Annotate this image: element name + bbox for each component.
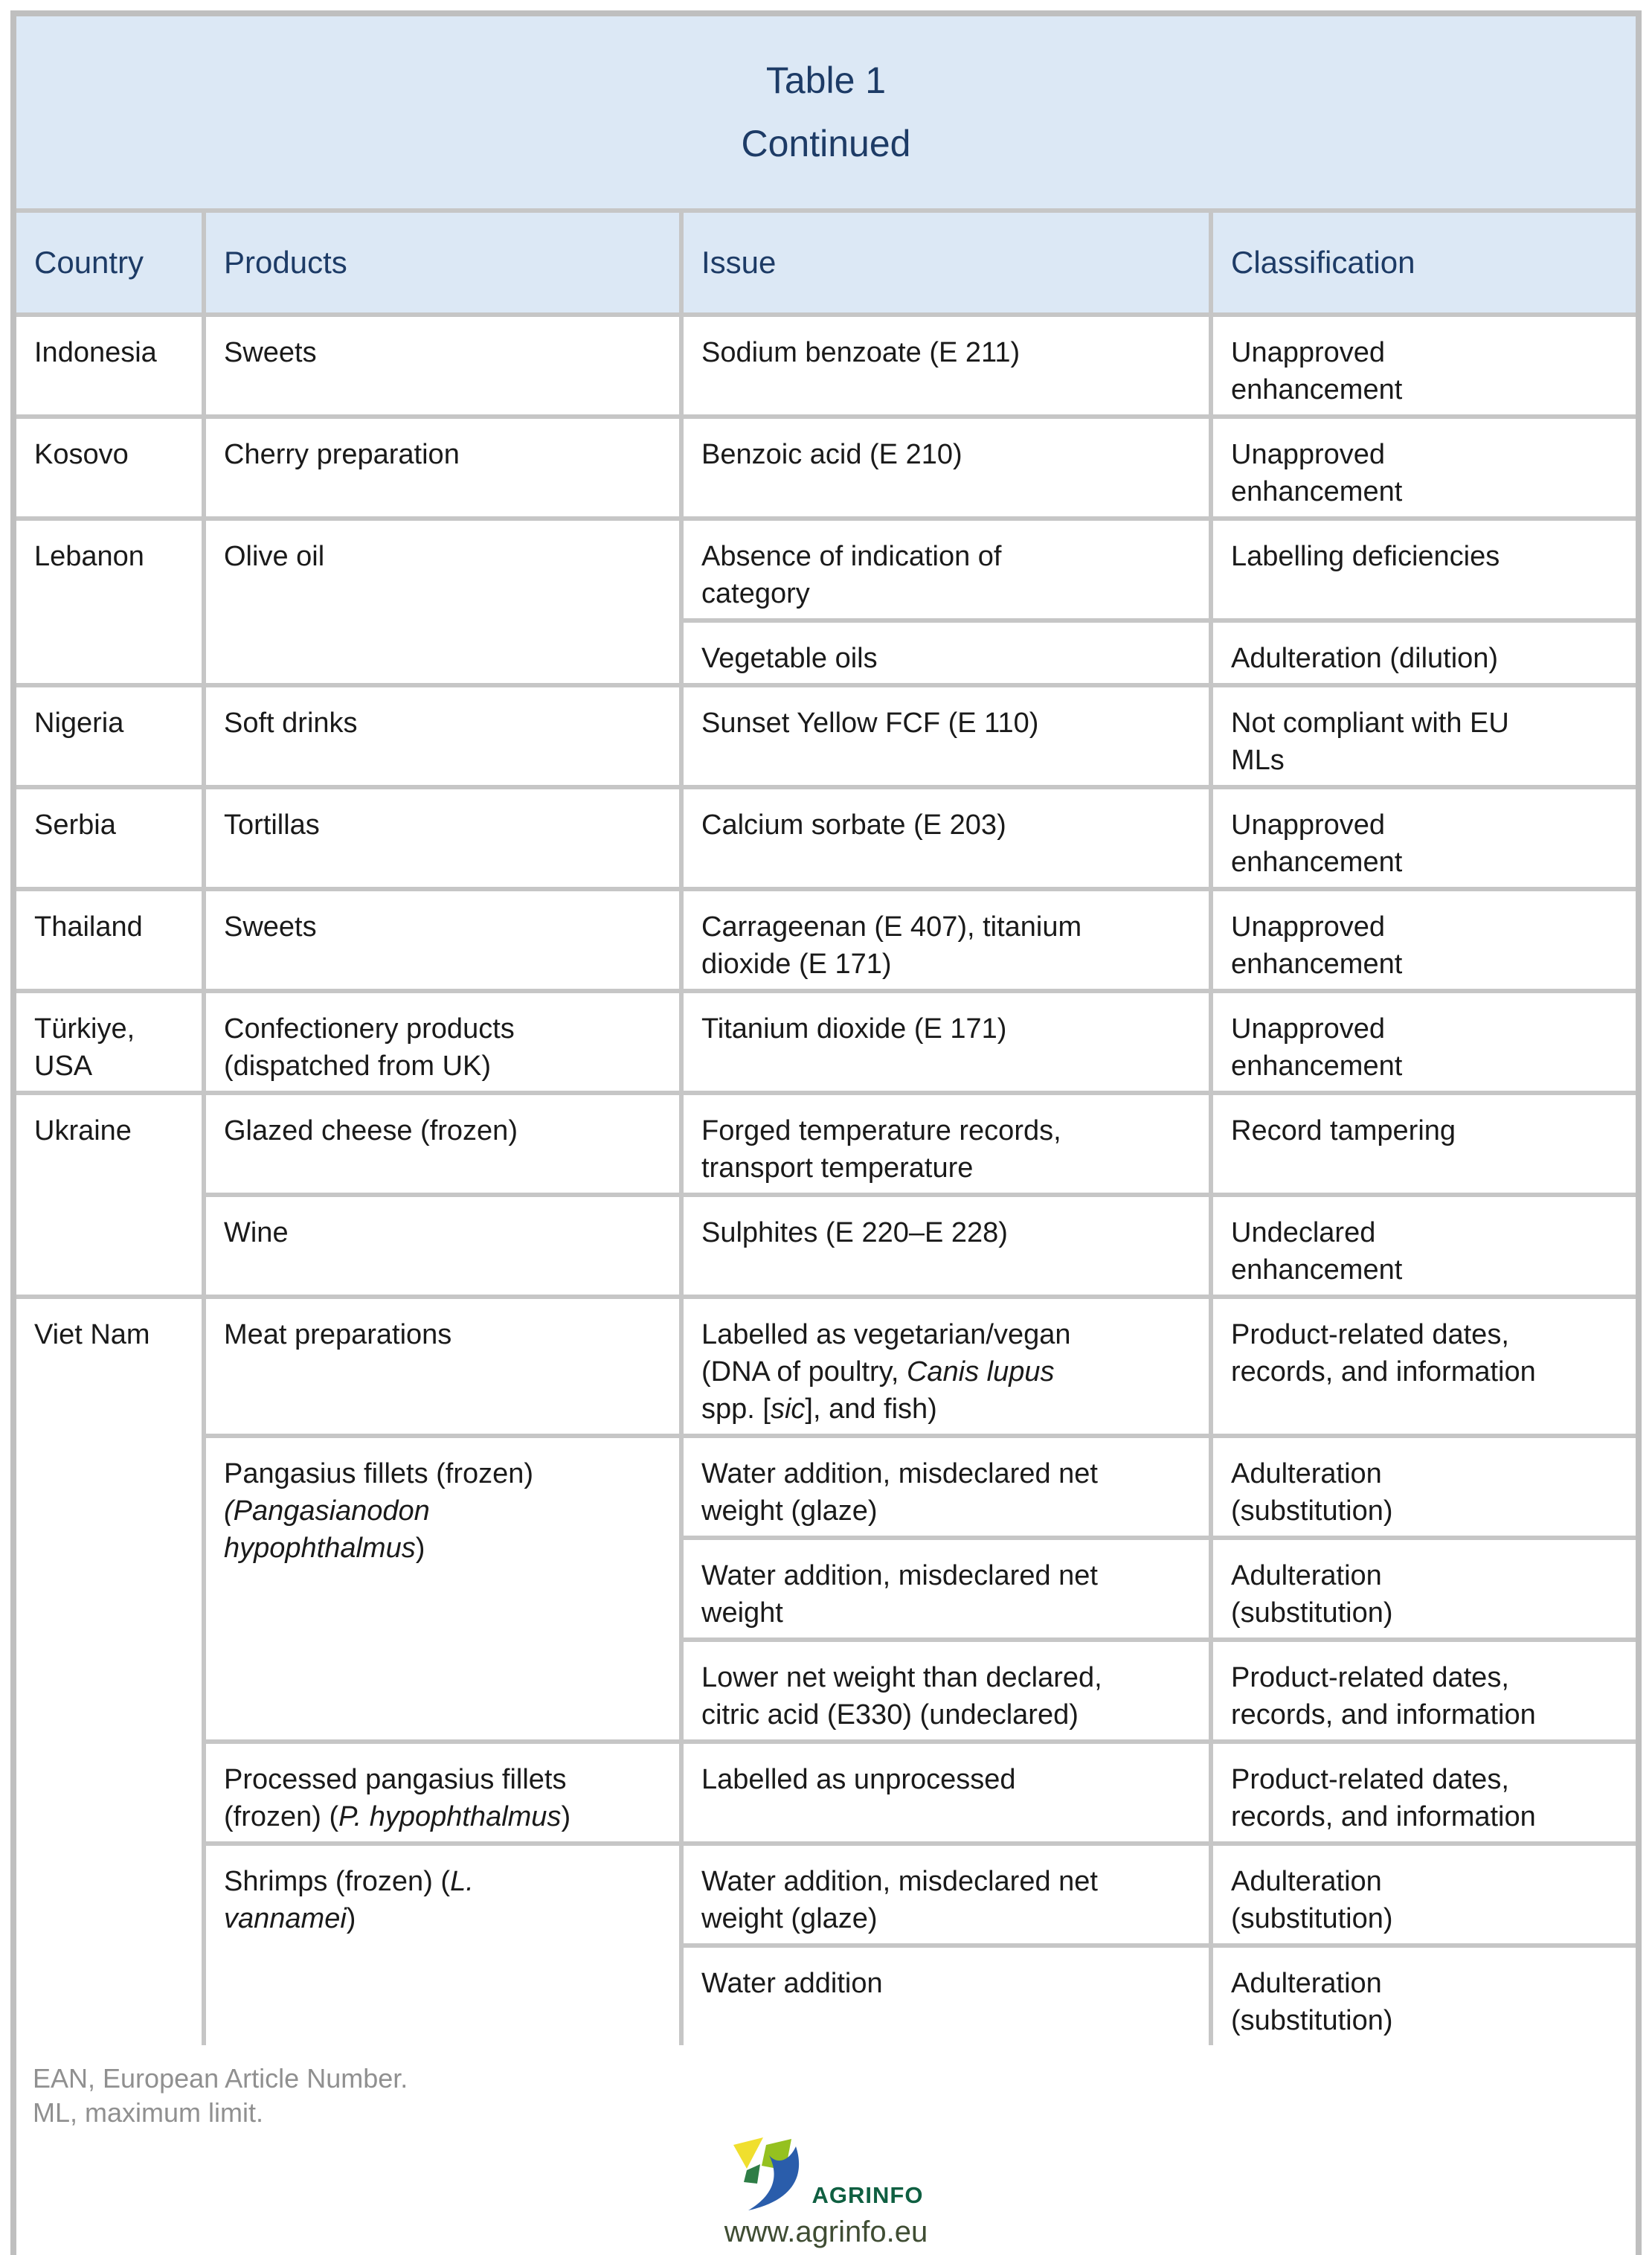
table-title-line1: Table 1 xyxy=(765,60,887,101)
cell-issue: Lower net weight than declared, citric ac… xyxy=(679,1637,1213,1744)
cell-classification: Unapproved enhancement xyxy=(1209,785,1636,891)
cell-country: Thailand xyxy=(16,887,206,993)
table-row: Processed pangasius fillets (frozen) (P. … xyxy=(16,1739,1636,1846)
cell-classification: Unapproved enhancement xyxy=(1209,414,1636,521)
cell-classification: Unapproved enhancement xyxy=(1209,887,1636,993)
table-row: Lower net weight than declared, citric ac… xyxy=(16,1637,1636,1744)
cell-products: Sweets xyxy=(202,312,684,419)
cell-classification: Record tampering xyxy=(1209,1091,1636,1197)
cell-products: Glazed cheese (frozen) xyxy=(202,1091,684,1197)
cell-issue: Titanium dioxide (E 171) xyxy=(679,989,1213,1095)
header-row: Country Products Issue Classification xyxy=(16,213,1636,317)
cell-issue: Calcium sorbate (E 203) xyxy=(679,785,1213,891)
cell-issue: Sunset Yellow FCF (E 110) xyxy=(679,683,1213,789)
cell-issue: Benzoic acid (E 210) xyxy=(679,414,1213,521)
cell-country: Lebanon xyxy=(16,516,206,687)
cell-country: Viet Nam xyxy=(16,1295,206,2045)
cell-classification: Adulteration (substitution) xyxy=(1209,1434,1636,1540)
cell-country: Ukraine xyxy=(16,1091,206,1299)
table-row: Shrimps (frozen) (L. vannamei) Water addit… xyxy=(16,1841,1636,2045)
cell-classification: Labelling deficiencies xyxy=(1209,516,1636,623)
table-row: Viet Nam Meat preparations Labelled as veg… xyxy=(16,1295,1636,2045)
cell-products: Meat preparations xyxy=(202,1295,684,1438)
cell-issue: Forged temperature records, transport tem… xyxy=(679,1091,1213,1197)
agrinfo-wordmark: AGRINFO xyxy=(811,2182,924,2208)
report-table: Country Products Issue Classification Indon… xyxy=(16,213,1636,2045)
footnote-ml: ML, maximum limit. xyxy=(33,2097,264,2128)
cell-products: Olive oil xyxy=(202,516,684,687)
cell-issue: Vegetable oils xyxy=(679,618,1213,687)
cell-classification: Unapproved enhancement xyxy=(1209,989,1636,1095)
cell-classification: Not compliant with EU MLs xyxy=(1209,683,1636,789)
table-footer: EAN, European Article Number. ML, maximu… xyxy=(16,2045,1636,2255)
cell-issue: Sulphites (E 220–E 228) xyxy=(679,1193,1213,1299)
column-header-products: Products xyxy=(202,213,684,317)
cell-issue: Water addition, misdeclared net weight xyxy=(679,1536,1213,1642)
report-frame: Table 1 Continued Country Products Issue Cl… xyxy=(10,10,1642,2255)
table-row: Nigeria Soft drinks Sunset Yellow FCF (E 1… xyxy=(16,683,1636,789)
cell-products: Pangasius fillets (frozen) (Pangasianodon… xyxy=(202,1434,684,1744)
table-header: Country Products Issue Classification xyxy=(16,213,1636,317)
cell-country: Serbia xyxy=(16,785,206,891)
table-title: Table 1 Continued xyxy=(16,16,1636,213)
cell-classification: Adulteration (substitution) xyxy=(1209,1943,1636,2045)
footnote-ean: EAN, European Article Number. xyxy=(33,2063,408,2094)
cell-products: Shrimps (frozen) (L. vannamei) xyxy=(202,1841,684,2045)
cell-products: Sweets xyxy=(202,887,684,993)
cell-classification: Product-related dates, records, and infor… xyxy=(1209,1739,1636,1846)
cell-products: Tortillas xyxy=(202,785,684,891)
table-row: Indonesia Sweets Sodium benzoate (E 211) Un… xyxy=(16,312,1636,419)
cell-issue: Water addition xyxy=(679,1943,1213,2045)
table-title-line2: Continued xyxy=(741,123,911,164)
cell-products: Soft drinks xyxy=(202,683,684,789)
column-header-issue: Issue xyxy=(679,213,1213,317)
column-header-classification: Classification xyxy=(1209,213,1636,317)
column-header-country: Country xyxy=(16,213,206,317)
cell-products: Confectionery products (dispatched from U… xyxy=(202,989,684,1095)
cell-country: Türkiye, USA xyxy=(16,989,206,1095)
table-row: Lebanon Olive oil Absence of indication of… xyxy=(16,516,1636,687)
cell-classification: Product-related dates, records, and infor… xyxy=(1209,1637,1636,1744)
cell-country: Kosovo xyxy=(16,414,206,521)
cell-classification: Adulteration (dilution) xyxy=(1209,618,1636,687)
table-row: Vegetable oils Adulteration (dilution) xyxy=(16,618,1636,687)
cell-issue: Water addition, misdeclared net weight (g… xyxy=(679,1434,1213,1540)
cell-issue: Labelled as unprocessed xyxy=(679,1739,1213,1846)
table-row: Serbia Tortillas Calcium sorbate (E 203) Un… xyxy=(16,785,1636,891)
cell-classification: Unapproved enhancement xyxy=(1209,312,1636,419)
site-url: www.agrinfo.eu xyxy=(724,2216,928,2248)
table-row: Water addition, misdeclared net weight Adu… xyxy=(16,1536,1636,1642)
cell-classification: Adulteration (substitution) xyxy=(1209,1536,1636,1642)
agrinfo-logo: AGRINFO xyxy=(33,2136,1619,2213)
table-body: Indonesia Sweets Sodium benzoate (E 211) Un… xyxy=(16,312,1636,2045)
table-row: Water addition Adulteration (substitution) xyxy=(16,1943,1636,2045)
table-row: Wine Sulphites (E 220–E 228) Undeclared enh… xyxy=(16,1193,1636,1299)
cell-issue: Water addition, misdeclared net weight (g… xyxy=(679,1841,1213,1948)
table-row: Pangasius fillets (frozen) (Pangasianodon… xyxy=(16,1434,1636,1744)
cell-country: Nigeria xyxy=(16,683,206,789)
cell-products: Processed pangasius fillets (frozen) (P. … xyxy=(202,1739,684,1846)
cell-issue: Carrageenan (E 407), titanium dioxide (E … xyxy=(679,887,1213,993)
cell-issue: Labelled as vegetarian/vegan (DNA of poul… xyxy=(679,1295,1213,1438)
cell-products: Cherry preparation xyxy=(202,414,684,521)
cell-products: Wine xyxy=(202,1193,684,1299)
table-row: Kosovo Cherry preparation Benzoic acid (E … xyxy=(16,414,1636,521)
table-row: Ukraine Glazed cheese (frozen) Forged temp… xyxy=(16,1091,1636,1299)
agrinfo-leaf-icon xyxy=(733,2137,799,2210)
table-row: Türkiye, USA Confectionery products (dispat… xyxy=(16,989,1636,1095)
cell-issue: Absence of indication of category xyxy=(679,516,1213,623)
cell-issue: Sodium benzoate (E 211) xyxy=(679,312,1213,419)
cell-classification: Adulteration (substitution) xyxy=(1209,1841,1636,1948)
cell-classification: Undeclared enhancement xyxy=(1209,1193,1636,1299)
cell-country: Indonesia xyxy=(16,312,206,419)
table-row: Thailand Sweets Carrageenan (E 407), titan… xyxy=(16,887,1636,993)
cell-classification: Product-related dates, records, and infor… xyxy=(1209,1295,1636,1438)
